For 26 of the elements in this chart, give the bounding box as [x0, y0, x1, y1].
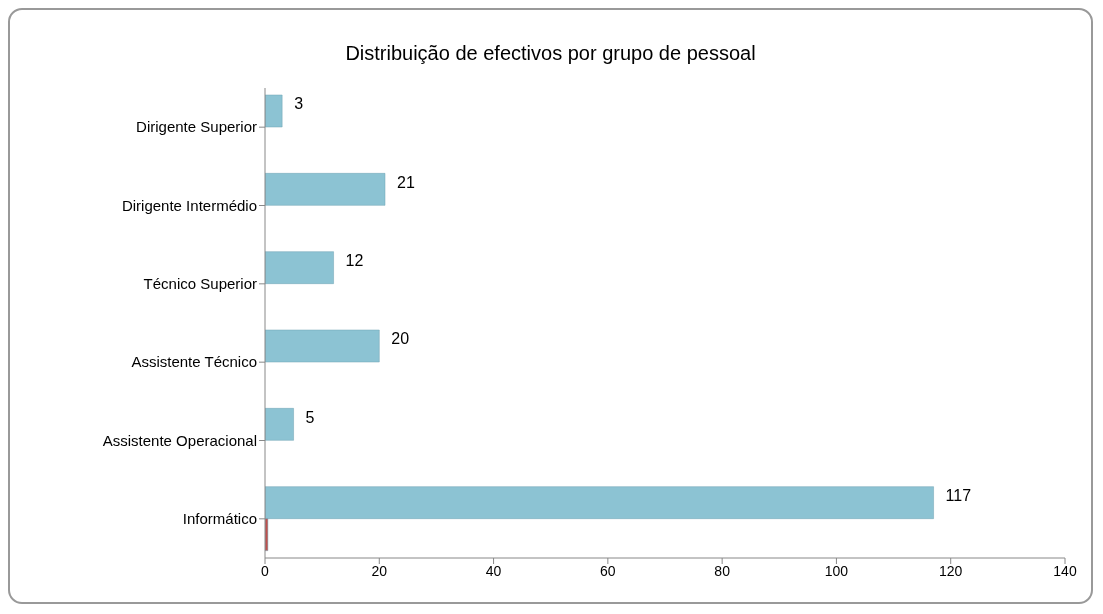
bar	[265, 173, 386, 206]
y-tick-label: Assistente Operacional	[102, 431, 257, 449]
data-label: 12	[345, 251, 364, 269]
data-label: 21	[397, 173, 415, 191]
x-tick-label: 80	[714, 562, 731, 579]
x-tick-label: 40	[485, 562, 502, 579]
bar	[265, 329, 380, 363]
x-tick-label: 120	[939, 562, 963, 579]
bar	[265, 251, 334, 284]
x-tick-label: 60	[600, 562, 616, 579]
x-tick-label: 0	[261, 562, 270, 579]
data-label: 5	[305, 408, 315, 426]
bar	[265, 94, 283, 128]
bar	[265, 408, 294, 441]
data-label: 117	[945, 486, 972, 504]
y-tick-label: Técnico Superior	[143, 275, 257, 293]
data-label: 20	[391, 330, 410, 348]
y-tick-label: Dirigente Superior	[136, 118, 257, 136]
x-tick-label: 100	[824, 562, 849, 579]
data-label: 3	[294, 95, 304, 113]
x-tick-label: 20	[371, 562, 388, 579]
y-tick-label: Dirigente Intermédio	[121, 196, 257, 214]
x-tick-label: 140	[1053, 562, 1077, 579]
y-tick-label: Informático	[182, 510, 257, 528]
chart-title: Distribuição de efectivos por grupo de pessoal	[344, 42, 757, 65]
y-tick-label: Assistente Técnico	[131, 353, 257, 371]
